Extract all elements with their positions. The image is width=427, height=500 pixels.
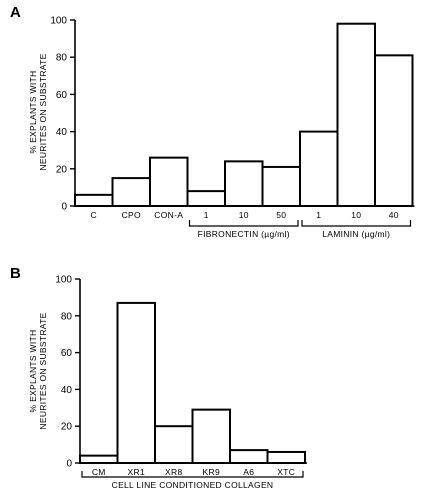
panel-b-bar bbox=[154, 425, 194, 465]
panel-b-y-axis-label-line-1: % EXPLANTS WITH bbox=[28, 330, 38, 413]
panel-a-category-label: 1 bbox=[204, 210, 209, 220]
panel-a-bar bbox=[186, 190, 226, 207]
panel-b-category-label: XTC bbox=[277, 467, 295, 477]
panel-b-bar bbox=[266, 450, 306, 464]
panel-b-bar bbox=[116, 301, 156, 465]
panel-a-plot-area: 0 20 40 60 80 100 C CPO CON-A 1 10 50 1 10 40 FIBRONECT… bbox=[50, 16, 415, 239]
panel-a-category-label: 50 bbox=[276, 210, 286, 220]
panel-a-group-label: FIBRONECTIN (µg/ml) bbox=[198, 229, 290, 239]
panel-a-y-axis-label: % EXPLANTS WITH NEURITES ON SUBSTRATE bbox=[28, 53, 48, 170]
panel-a-bar bbox=[299, 130, 339, 208]
panel-a-bar bbox=[336, 22, 376, 207]
panel-b-category-label: A6 bbox=[243, 467, 254, 477]
panel-b-category-label: KR9 bbox=[203, 467, 220, 477]
panel-a-y-tick-label: 20 bbox=[56, 164, 68, 175]
panel-b-y-tick-label: 60 bbox=[61, 348, 73, 359]
panel-a-y-axis-label-line-2: NEURITES ON SUBSTRATE bbox=[38, 53, 48, 170]
panel-b-y-tick-label: 100 bbox=[55, 275, 72, 286]
panel-a-bar bbox=[374, 54, 414, 208]
panel-b-y-tick-label: 20 bbox=[61, 422, 73, 433]
panel-a-group-label: LAMININ (µg/ml) bbox=[322, 229, 390, 239]
panel-a-category-label: 1 bbox=[316, 210, 321, 220]
panel-a-y-tick-label: 0 bbox=[61, 202, 67, 213]
panel-b-bar bbox=[191, 408, 231, 465]
panel-b-category-label: CM bbox=[92, 467, 106, 477]
panel-a-chart: A % EXPLANTS WITH NEURITES ON SUBSTRATE … bbox=[10, 4, 415, 239]
panel-a-bar bbox=[74, 193, 114, 207]
panel-b-bar bbox=[79, 454, 119, 465]
panel-b-y-tick-label: 40 bbox=[61, 385, 73, 396]
panel-a-group-bracket bbox=[188, 220, 299, 227]
panel-b-category-label: XR8 bbox=[165, 467, 182, 477]
panel-a-letter: A bbox=[10, 4, 21, 21]
panel-a-y-tick-label: 100 bbox=[50, 16, 67, 27]
panel-a-group-bracket bbox=[301, 220, 412, 227]
panel-a-y-tick-label: 80 bbox=[56, 53, 68, 64]
panel-b-y-axis-label-line-2: NEURITES ON SUBSTRATE bbox=[38, 312, 48, 429]
panel-b-letter: B bbox=[10, 265, 21, 282]
panel-a-y-axis-label-line-1: % EXPLANTS WITH bbox=[28, 71, 38, 154]
panel-a-bar bbox=[149, 156, 189, 207]
panel-a-category-label: 40 bbox=[389, 210, 399, 220]
panel-b-bar bbox=[229, 449, 269, 464]
panel-a-category-label: C bbox=[91, 210, 97, 220]
panel-a-category-label: CON-A bbox=[154, 210, 183, 220]
panel-a-bar bbox=[261, 165, 301, 208]
panel-b-group-label: CELL LINE CONDITIONED COLLAGEN bbox=[112, 480, 274, 490]
panel-a-y-tick-label: 40 bbox=[56, 127, 68, 138]
panel-a-category-label: 10 bbox=[351, 210, 361, 220]
panel-b-category-label: XR1 bbox=[128, 467, 145, 477]
panel-b-chart: B % EXPLANTS WITH NEURITES ON SUBSTRATE … bbox=[10, 265, 307, 490]
panel-b-y-tick-label: 80 bbox=[61, 311, 73, 322]
panel-b-y-axis-label: % EXPLANTS WITH NEURITES ON SUBSTRATE bbox=[28, 312, 48, 429]
panel-b-y-tick-label: 0 bbox=[66, 459, 72, 470]
panel-a-bar bbox=[111, 177, 151, 208]
panel-a-category-label: 10 bbox=[239, 210, 249, 220]
panel-a-bar bbox=[224, 160, 264, 207]
panel-a-y-tick-label: 60 bbox=[56, 90, 68, 101]
panel-b-group-bracket bbox=[81, 471, 304, 478]
panel-a-category-label: CPO bbox=[122, 210, 141, 220]
